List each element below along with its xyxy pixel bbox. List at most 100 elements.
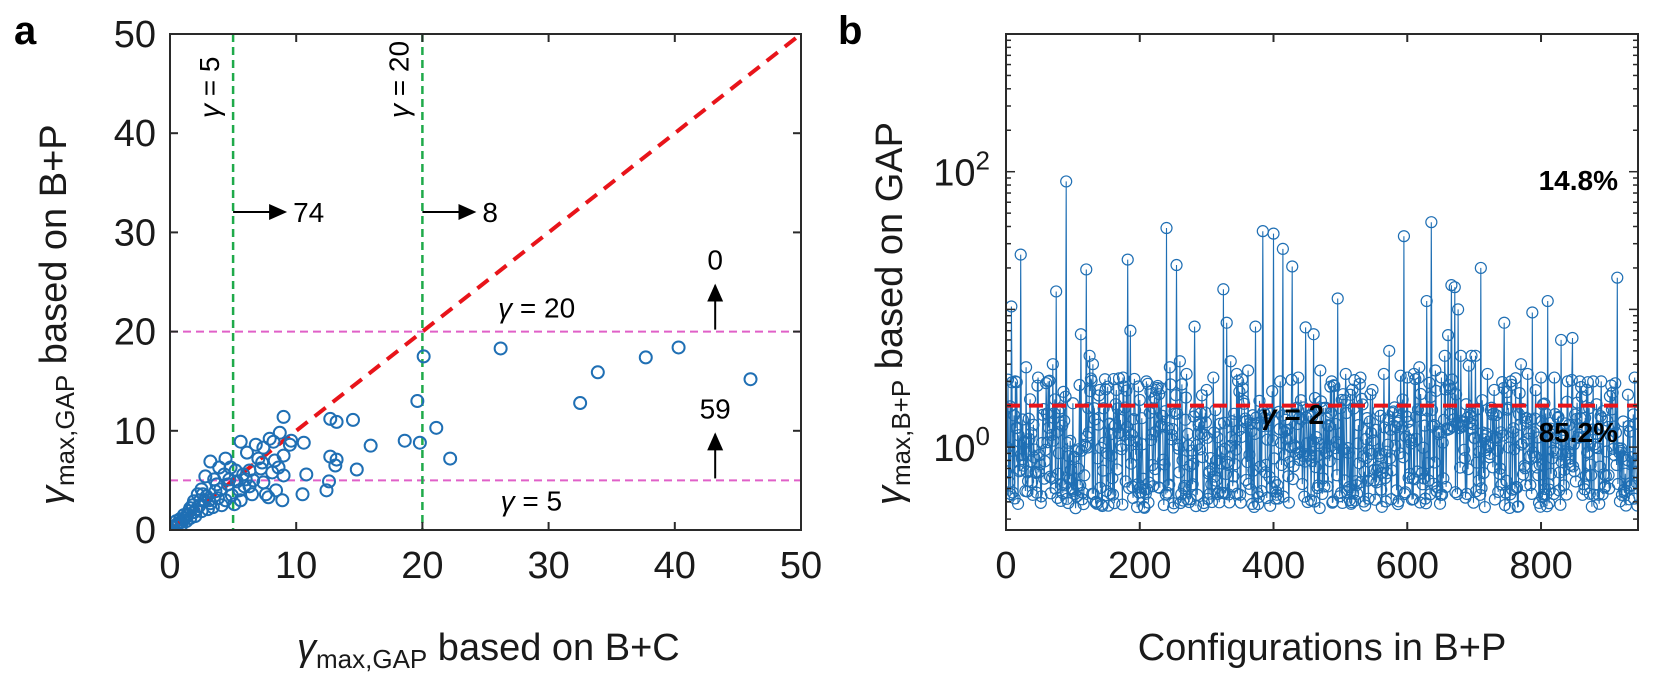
series-point [1526, 306, 1539, 319]
series-point [1262, 419, 1275, 432]
series-point [1428, 456, 1441, 469]
series-point [1268, 452, 1281, 465]
series-point [1498, 316, 1511, 329]
scatter-point [590, 365, 605, 380]
series-point [1318, 480, 1331, 493]
series-point [1530, 461, 1544, 474]
series-point [1439, 480, 1453, 494]
hline-label-rest: = 5 [515, 485, 562, 516]
series-point [1108, 497, 1121, 510]
scatter-point [236, 467, 251, 482]
series-point [1328, 442, 1342, 455]
series-point [1600, 445, 1613, 458]
scatter-point [416, 349, 431, 364]
series-point [1369, 423, 1382, 436]
series-point [1075, 444, 1088, 457]
panel-b-frame [1005, 33, 1639, 531]
series-point [1346, 487, 1360, 500]
series-point [1513, 386, 1526, 400]
series-point [1491, 444, 1504, 457]
series-point [1393, 447, 1407, 460]
series-point [1507, 422, 1520, 435]
series-point [1592, 488, 1605, 501]
series-point [1313, 501, 1326, 515]
series-point [1040, 377, 1053, 390]
series-point [1540, 500, 1554, 513]
series-point [1173, 466, 1186, 479]
series-point [1436, 436, 1449, 449]
series-point [1454, 461, 1467, 474]
series-point [1125, 428, 1138, 441]
scatter-point [222, 472, 237, 487]
series-point [1488, 493, 1501, 506]
series-point [1246, 409, 1259, 422]
series-point [1288, 439, 1301, 452]
series-point [1072, 462, 1085, 475]
y-tick-label: 10 [114, 411, 156, 453]
scatter-point [493, 341, 508, 356]
series-point [1451, 488, 1464, 501]
series-point [1209, 474, 1223, 487]
series-point [1628, 371, 1638, 384]
series-point [1020, 465, 1033, 478]
series-point [1027, 418, 1040, 431]
scatter-point [429, 420, 444, 435]
series-point [1587, 375, 1600, 388]
series-point [1467, 496, 1480, 509]
series-point [1197, 496, 1211, 510]
y-tick-label: 102 [933, 146, 990, 195]
series-point [1110, 383, 1123, 397]
series-point [1429, 364, 1442, 377]
series-point [1323, 455, 1336, 468]
series-point [1085, 374, 1098, 387]
series-point [1595, 375, 1608, 388]
series-point [1514, 358, 1528, 371]
series-point [1463, 416, 1476, 429]
series-point [1567, 460, 1580, 473]
series-point [1097, 402, 1110, 415]
series-point [1466, 418, 1479, 431]
series-point [1286, 473, 1300, 486]
series-point [1478, 500, 1491, 514]
series-point [1397, 230, 1411, 243]
series-point [1266, 434, 1279, 447]
series-point [1094, 481, 1107, 494]
series-point [1400, 410, 1413, 423]
scatter-point [397, 433, 412, 448]
series-point [1574, 411, 1587, 425]
series-point [1380, 445, 1393, 458]
series-point [1621, 388, 1635, 401]
series-point [1139, 487, 1152, 500]
series-point [1510, 481, 1524, 494]
series-point [1411, 465, 1424, 478]
series-point [1115, 443, 1128, 456]
series-point [1266, 385, 1279, 398]
series-point [1147, 480, 1160, 493]
vline-count-1: 8 [482, 197, 498, 228]
series-point [1475, 482, 1488, 495]
series-point [1196, 451, 1209, 464]
series-point [1054, 494, 1067, 507]
series-point [1060, 175, 1073, 188]
series-point [1175, 378, 1188, 391]
series-point [1185, 479, 1198, 492]
scatter-point [203, 454, 218, 469]
series-point [1349, 475, 1362, 488]
series-point [1344, 388, 1357, 401]
series-point [1336, 496, 1349, 509]
gamma-symbol: γ [1261, 399, 1278, 430]
series-point [1534, 500, 1547, 513]
series-point [1441, 329, 1455, 342]
series-point [1272, 492, 1285, 505]
x-tick-label: 600 [1376, 545, 1439, 587]
series-point [1506, 426, 1520, 439]
series-point [1626, 457, 1638, 470]
series-point [1267, 227, 1280, 240]
series-point [1268, 475, 1281, 489]
series-point [1134, 486, 1148, 499]
scatter-point [218, 451, 233, 466]
series-point [1036, 436, 1049, 450]
scatter-point [743, 372, 758, 387]
y-tick-exponent: 0 [976, 421, 990, 451]
